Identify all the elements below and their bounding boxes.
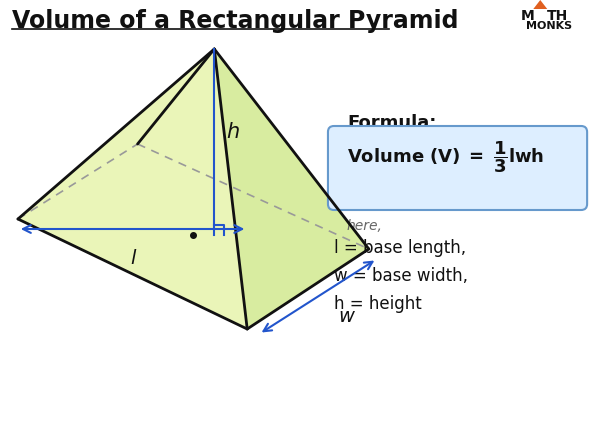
Text: Formula:: Formula: (347, 114, 436, 132)
Polygon shape (533, 0, 547, 9)
Text: h: h (226, 122, 239, 142)
Text: $\mathbf{Volume\ (V)\ =\ \dfrac{1}{3}lwh}$: $\mathbf{Volume\ (V)\ =\ \dfrac{1}{3}lwh… (347, 139, 544, 175)
Polygon shape (18, 49, 214, 219)
Text: l = base length,
w = base width,
h = height: l = base length, w = base width, h = hei… (334, 239, 468, 312)
Text: w: w (338, 307, 354, 326)
Text: here,: here, (347, 219, 383, 233)
Text: MONKS: MONKS (526, 21, 572, 31)
Text: TH: TH (547, 9, 568, 23)
FancyBboxPatch shape (328, 126, 587, 210)
Text: l: l (130, 249, 135, 268)
Polygon shape (137, 49, 369, 249)
Text: M: M (520, 9, 534, 23)
Text: Volume of a Rectangular Pyramid: Volume of a Rectangular Pyramid (12, 9, 458, 33)
Polygon shape (214, 49, 369, 329)
Polygon shape (18, 144, 369, 329)
Polygon shape (18, 49, 247, 329)
